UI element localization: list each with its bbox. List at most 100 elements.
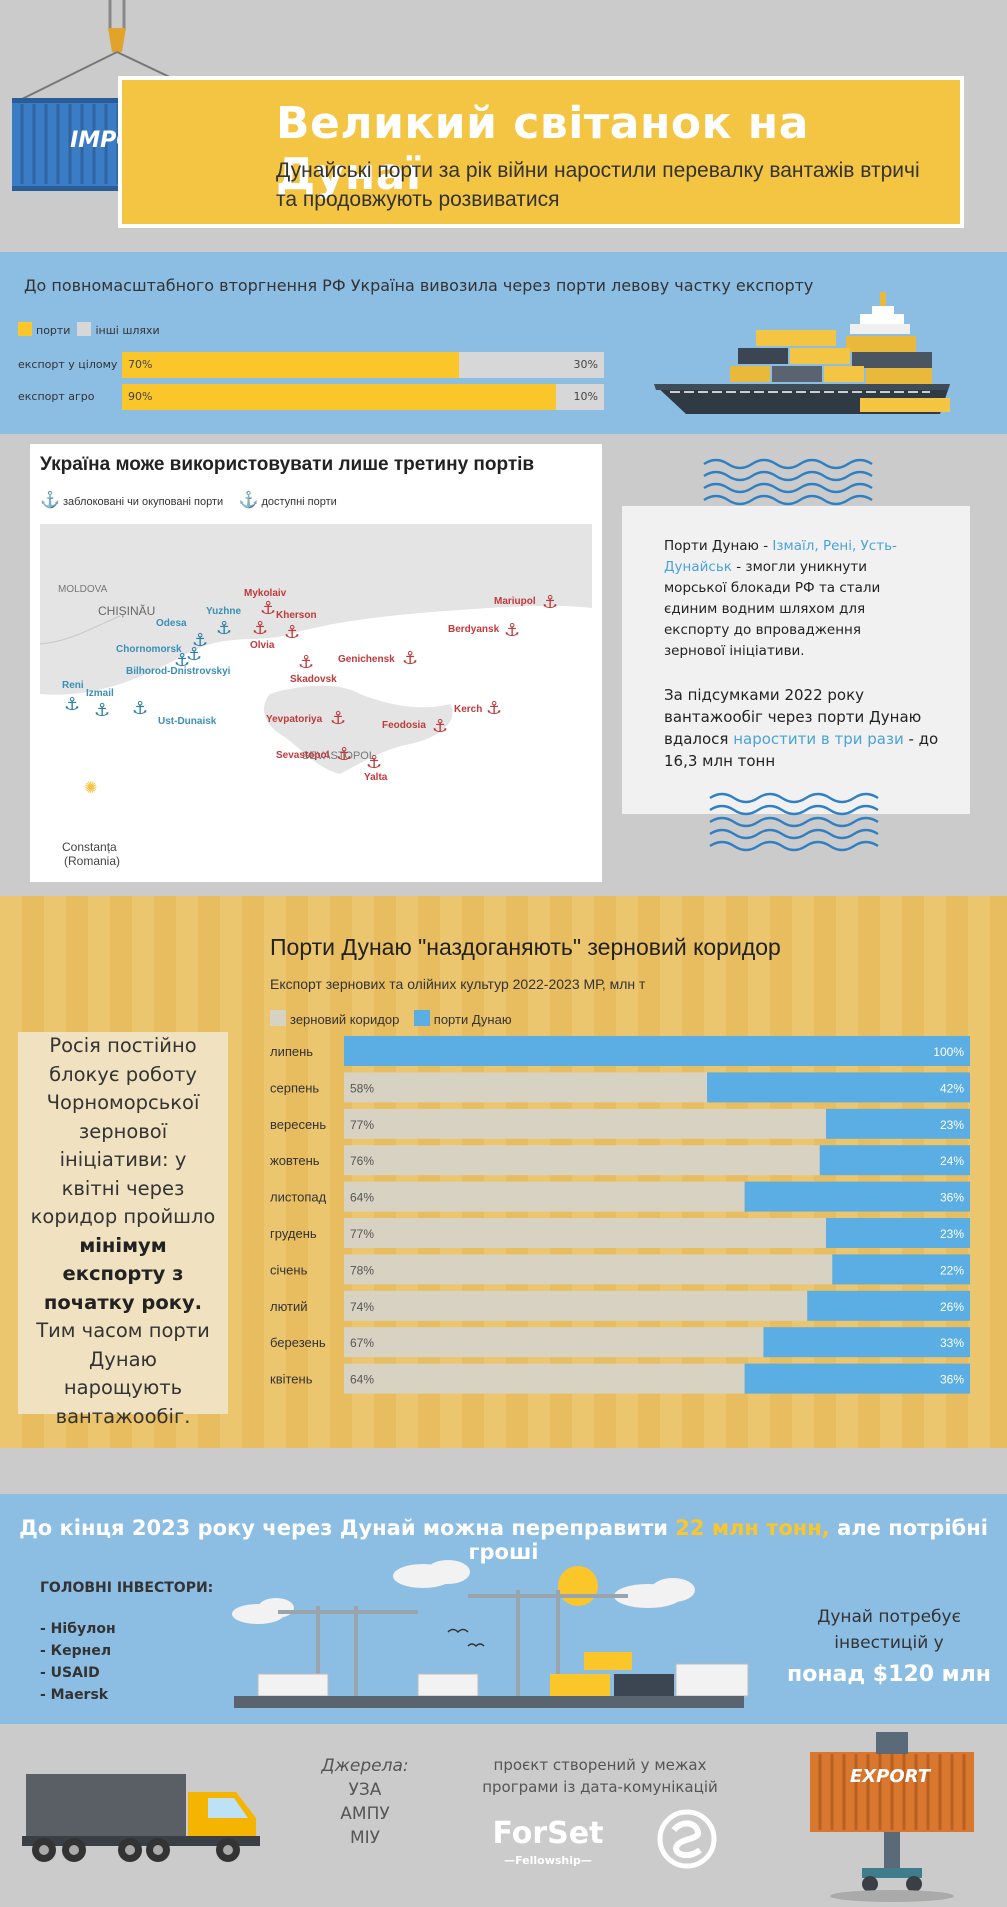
- map-legend-available: доступні порти: [261, 496, 337, 508]
- chart-category-label: березень: [270, 1335, 326, 1350]
- investors-list: - Нібулон - Кернел - USAID - Maersk: [40, 1618, 116, 1706]
- corridor-chart-section: Порти Дунаю "наздоганяють" зерновий кори…: [0, 896, 1007, 1448]
- investor-item: - Maersk: [40, 1687, 109, 1703]
- map-area: MOLDOVA CHIȘINĂU SEVASTOPOL Mykolaiv Khe…: [40, 524, 592, 872]
- anchor-red-icon: ⚓: [366, 752, 383, 773]
- export-bar: 70% 30%: [122, 352, 604, 378]
- source-item: УЗА: [348, 1780, 382, 1800]
- side-note-text-1: Росія постійно блокує роботу Чорноморськ…: [30, 1034, 216, 1228]
- anchor-red-icon: ⚓: [284, 622, 301, 643]
- export-bar-other-value: 30%: [573, 358, 598, 371]
- chart-bar-corridor: [344, 1363, 745, 1394]
- port-sevastopol: Sevastopol: [276, 750, 330, 761]
- chart-bar-danube: [744, 1363, 970, 1394]
- chart-title: Порти Дунаю "наздоганяють" зерновий кори…: [270, 934, 781, 960]
- map-legend: ⚓ заблоковані чи окуповані порти ⚓ досту…: [40, 490, 337, 510]
- anchor-blue-icon: ⚓: [238, 492, 259, 509]
- anchor-red-icon: ⚓: [542, 592, 559, 613]
- chart-category-label: жовтень: [270, 1153, 320, 1168]
- chart-bar-danube: [826, 1218, 970, 1248]
- port-genichensk: Genichensk: [338, 654, 395, 665]
- legend-danube-label: порти Дунаю: [433, 1012, 512, 1027]
- cargo-ship-illustration: [654, 292, 950, 414]
- port-odesa: Odesa: [156, 618, 187, 629]
- investment-heading: До кінця 2023 року через Дунай можна пер…: [0, 1516, 1007, 1564]
- anchor-red-icon: ⚓: [260, 598, 277, 619]
- chart-category-label: лютий: [270, 1299, 308, 1314]
- anchor-red-icon: ⚓: [432, 716, 449, 737]
- info-paragraph-1: Порти Дунаю - Ізмаїл, Рені, Усть-Дунайсь…: [664, 536, 904, 662]
- chart-bar-corridor: [344, 1327, 764, 1358]
- anchor-blue-icon: ⚓: [94, 700, 111, 721]
- chart-bar-danube: [707, 1072, 970, 1103]
- chart-bar-corridor: [344, 1145, 820, 1176]
- side-note-box: Росія постійно блокує роботу Чорноморськ…: [18, 1032, 228, 1428]
- chart-category-label: січень: [270, 1262, 308, 1277]
- investment-need-text: Дунай потребує інвестицій у: [817, 1607, 961, 1653]
- port-skadovsk: Skadovsk: [290, 674, 337, 685]
- export-share-legend: порти інші шляхи: [18, 322, 160, 337]
- map-base: [40, 524, 592, 872]
- chart-bar-danube: [744, 1181, 970, 1212]
- port-illustration: [232, 1560, 749, 1708]
- port-reni: Reni: [62, 680, 84, 691]
- chart-subtitle: Експорт зернових та олійних культур 2022…: [270, 976, 646, 992]
- side-note-text-2: Тим часом порти Дунаю нарощують вантажоо…: [36, 1319, 210, 1428]
- legend-corridor-label: зерновий коридор: [290, 1012, 400, 1027]
- chart-value-label-corridor: 74%: [350, 1300, 374, 1314]
- chart-category-label: вересень: [270, 1117, 326, 1132]
- investment-heading-prefix: До кінця 2023 року через Дунай можна пер…: [19, 1516, 676, 1540]
- chart-value-label-danube: 36%: [940, 1191, 964, 1205]
- chart-value-label-danube: 36%: [940, 1373, 964, 1387]
- chart-legend: зерновий коридор порти Дунаю: [270, 1010, 512, 1027]
- chart-bar-corridor: [344, 1254, 833, 1285]
- chart-value-label-danube: 24%: [940, 1154, 964, 1168]
- port-yevpatoriya: Yevpatoriya: [266, 714, 323, 725]
- source-item: МІУ: [349, 1828, 381, 1848]
- port-bilhorod-dnistrovskyi: Bilhorod-Dnistrovskyi: [126, 666, 231, 677]
- info-p2-highlight: наростити в три рази: [733, 730, 904, 748]
- chart-value-label-danube: 42%: [940, 1081, 964, 1095]
- chart-value-label-corridor: 76%: [350, 1154, 374, 1168]
- port-chornomorsk: Chornomorsk: [116, 644, 182, 655]
- sources-block: Джерела: УЗА АМПУ МІУ: [300, 1754, 430, 1850]
- legend-ports-label: порти: [36, 324, 71, 337]
- forset-logo-sub: —Fellowship—: [504, 1854, 592, 1867]
- investor-item: - Нібулон: [40, 1621, 116, 1637]
- forset-logo: ForSet —Fellowship—: [488, 1816, 608, 1872]
- info-p2-prefix: За підсумками 2022 року вантажообіг чере…: [664, 686, 922, 748]
- forset-logo-main: ForSet: [492, 1816, 604, 1851]
- truck-illustration: [22, 1774, 260, 1862]
- anchor-blue-icon: ⚓: [64, 694, 81, 715]
- page-title: Великий світанок на Дунаї: [276, 98, 809, 200]
- footer-section: Джерела: УЗА АМПУ МІУ проєкт створений у…: [0, 1724, 1007, 1907]
- source-item: АМПУ: [340, 1804, 390, 1824]
- port-olvia: Olvia: [250, 640, 275, 651]
- map-title: Україна може використовувати лише третин…: [40, 454, 535, 475]
- chart-value-label-danube: 23%: [940, 1118, 964, 1132]
- chart-value-label-corridor: 64%: [350, 1191, 374, 1205]
- sun-marker-icon: ✺: [84, 778, 98, 797]
- chart-bar-danube: [819, 1145, 970, 1176]
- export-bar-other-value: 10%: [573, 390, 598, 403]
- port-mykolaiv: Mykolaiv: [244, 588, 287, 599]
- export-bar-ports-fill: [122, 384, 556, 410]
- anchor-blue-icon: ⚓: [216, 618, 233, 639]
- port-izmail: Izmail: [86, 688, 114, 699]
- anchor-red-icon: ⚓: [330, 708, 347, 729]
- chart-category-label: грудень: [270, 1226, 317, 1241]
- project-text: проєкт створений у межах програми із дат…: [482, 1756, 718, 1796]
- port-kerch: Kerch: [454, 704, 483, 715]
- chart-bar-corridor: [344, 1181, 745, 1212]
- chart-category-label: серпень: [270, 1080, 319, 1095]
- info-p1-ports: Ізмаїл, Рені, Усть-Дунайськ: [664, 538, 897, 575]
- anchor-blue-icon: ⚓: [192, 630, 209, 651]
- chart-value-label-corridor: 77%: [350, 1227, 374, 1241]
- anchor-red-icon: ⚓: [504, 620, 521, 641]
- chart-category-label: липень: [270, 1044, 313, 1059]
- chart-bar-corridor: [344, 1218, 827, 1248]
- chart-bar-corridor: [344, 1108, 827, 1139]
- investor-item: - Кернел: [40, 1643, 112, 1659]
- export-bar-ports-value: 70%: [128, 358, 153, 371]
- chart-value-label-danube: 22%: [940, 1263, 964, 1277]
